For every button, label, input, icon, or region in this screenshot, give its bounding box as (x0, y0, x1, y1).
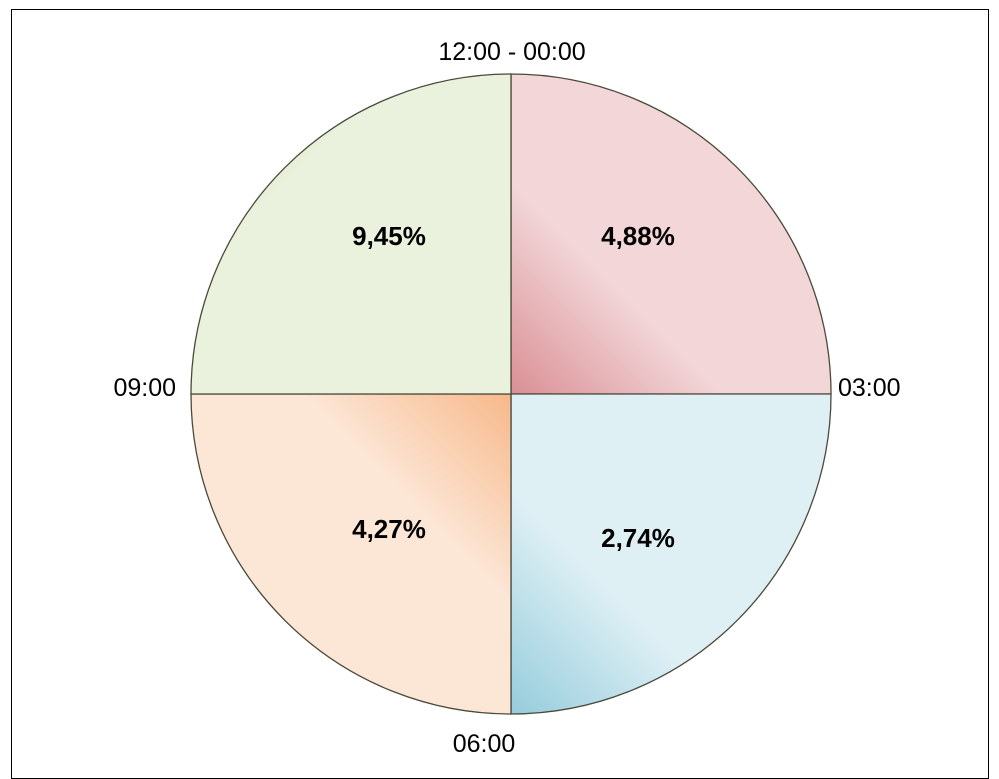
direction-label-top: 12:00 - 00:00 (438, 38, 585, 66)
pie-slice-bottom-left (190, 393, 512, 715)
direction-label-bottom: 06:00 (453, 730, 516, 758)
pie-slice-top-left (190, 73, 512, 395)
slice-label-top-left: 9,45% (352, 221, 426, 251)
pie-slice-top-right (510, 73, 832, 395)
pie-slices (190, 73, 832, 715)
slice-label-top-right: 4,88% (601, 221, 675, 251)
direction-label-left: 09:00 (113, 374, 176, 402)
direction-label-right: 03:00 (838, 374, 901, 402)
slice-label-bottom-right: 2,74% (601, 523, 675, 553)
slice-label-bottom-left: 4,27% (352, 514, 426, 544)
pie-slice-bottom-right (510, 393, 832, 715)
